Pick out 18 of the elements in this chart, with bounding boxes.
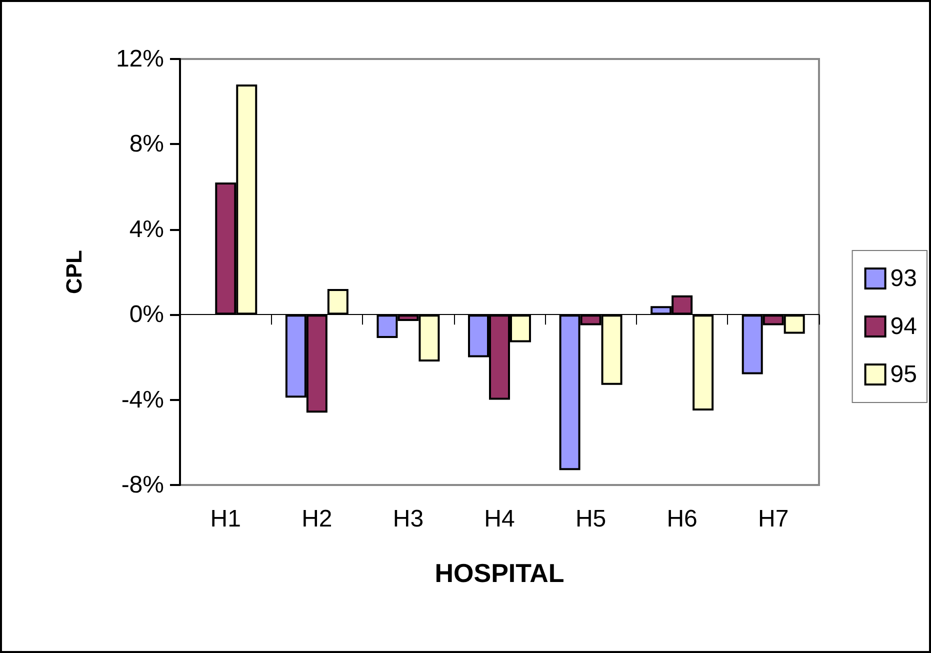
x-tick-label: H2	[302, 506, 332, 532]
x-tick-label: H5	[575, 506, 606, 532]
legend-label: 94	[890, 313, 918, 340]
y-axis-title: CPL	[62, 250, 86, 294]
y-tick-label: 4%	[129, 216, 164, 243]
y-tick-label: -8%	[121, 472, 164, 498]
x-tick-label: H7	[758, 506, 789, 532]
y-tick-label: 0%	[129, 301, 164, 328]
y-tick-label: 8%	[129, 130, 164, 158]
x-tick-label: H4	[484, 506, 515, 532]
legend-label: 93	[890, 265, 918, 292]
x-axis-title: HOSPITAL	[434, 558, 564, 588]
y-tick-label: -4%	[121, 386, 164, 414]
x-tick-label: H3	[392, 506, 424, 532]
y-tick-label: 12%	[116, 46, 164, 72]
legend-label: 95	[890, 361, 918, 388]
x-tick-label: H6	[666, 506, 698, 532]
x-tick-label: H1	[210, 506, 241, 532]
